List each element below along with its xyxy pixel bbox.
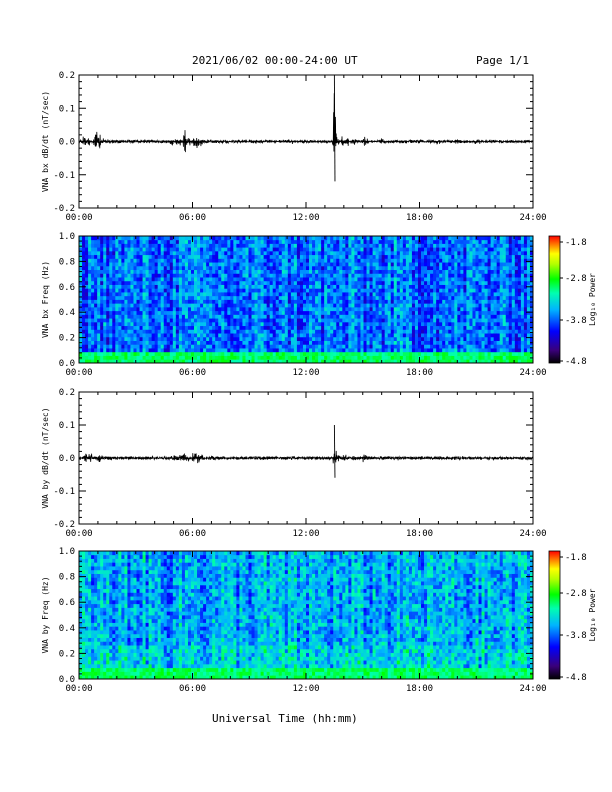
x-tick-label: 00:00 [65,684,92,694]
event-spike [333,424,336,478]
x-tick-label: 24:00 [519,529,546,539]
y-tick-label: 0.8 [59,573,75,583]
y-tick-label: 1.0 [59,232,75,242]
y-axis-label: VNA by dB/dt (nT/sec) [41,407,50,508]
y-tick-label: 0.2 [59,649,75,659]
y-tick-label: -0.1 [53,171,75,181]
x-tick-label: 18:00 [406,529,433,539]
y-tick-label: 0.6 [59,598,75,608]
y-tick-label: 0.2 [59,334,75,344]
y-axis-label: VNA bx dB/dt (nT/sec) [41,91,50,192]
colorbar-tick-label: -4.8 [565,357,587,367]
x-tick-label: 12:00 [292,213,319,223]
y-tick-label: 0.2 [59,71,75,81]
spectrogram-cells [79,551,534,680]
colorbar-tick-label: -1.8 [565,238,587,248]
colorbar [548,235,561,364]
bx-dbdt-panel: 00:00 06:00 12:00 18:00 24:00 -0.2 -0.1 0.0 0.1 0… [41,71,547,223]
y-tick-label: 0.2 [59,388,75,398]
y-tick-label: -0.1 [53,487,75,497]
series-line [78,450,534,464]
x-axis-label: Universal Time (hh:mm) [212,712,358,725]
x-tick-label: 12:00 [292,529,319,539]
x-tick-label: 00:00 [65,213,92,223]
y-tick-label: 0.1 [59,104,75,114]
series-line [78,93,534,153]
x-tick-label: 18:00 [406,684,433,694]
y-axis-label: VNA bx Freq (Hz) [41,261,50,338]
event-spike [333,74,336,182]
y-tick-label: 0.0 [59,675,75,685]
x-tick-label: 18:00 [406,368,433,378]
x-tick-label: 06:00 [179,529,206,539]
y-tick-label: -0.2 [53,204,75,214]
y-tick-label: 0.6 [59,283,75,293]
y-tick-label: 0.4 [59,624,75,634]
x-tick-label: 24:00 [519,684,546,694]
bx-spectrogram-panel: -1.8 -2.8 -3.8 -4.8 Log₁₀ Power 00:00 06:00 12:… [41,232,597,378]
page-title: 2021/06/02 00:00-24:00 UT [192,54,358,67]
x-tick-label: 12:00 [292,368,319,378]
y-tick-label: 0.0 [59,138,75,148]
y-tick-label: 0.0 [59,454,75,464]
x-tick-label: 12:00 [292,684,319,694]
colorbar-tick-label: -3.8 [565,631,587,641]
spectrogram-cells [79,236,534,364]
y-tick-label: 1.0 [59,547,75,557]
by-spectrogram-panel: -1.8 -2.8 -3.8 -4.8 Log₁₀ Power 00:00 06:00 12:… [41,547,597,694]
by-dbdt-panel: 00:00 06:00 12:00 18:00 24:00 -0.2 -0.1 0.0 0.1 0… [41,388,547,539]
x-tick-label: 06:00 [179,368,206,378]
colorbar-tick-label: -3.8 [565,316,587,326]
colorbar-tick-label: -4.8 [565,673,587,683]
x-tick-label: 24:00 [519,213,546,223]
x-tick-label: 00:00 [65,529,92,539]
y-tick-label: 0.1 [59,421,75,431]
x-tick-label: 24:00 [519,368,546,378]
y-tick-label: 0.0 [59,359,75,369]
colorbar-tick-label: -1.8 [565,553,587,563]
y-tick-label: 0.8 [59,257,75,267]
colorbar-tick-label: -2.8 [565,274,587,284]
x-tick-label: 18:00 [406,213,433,223]
x-tick-label: 06:00 [179,684,206,694]
page-number: Page 1/1 [476,54,529,67]
y-tick-label: -0.2 [53,520,75,530]
y-tick-label: 0.4 [59,308,75,318]
colorbar-tick-label: -2.8 [565,589,587,599]
colorbar-label: Log₁₀ Power [588,273,597,326]
x-tick-label: 06:00 [179,213,206,223]
colorbar-label: Log₁₀ Power [588,588,597,641]
colorbar [548,550,561,680]
y-axis-label: VNA by Freq (Hz) [41,576,50,653]
x-tick-label: 00:00 [65,368,92,378]
